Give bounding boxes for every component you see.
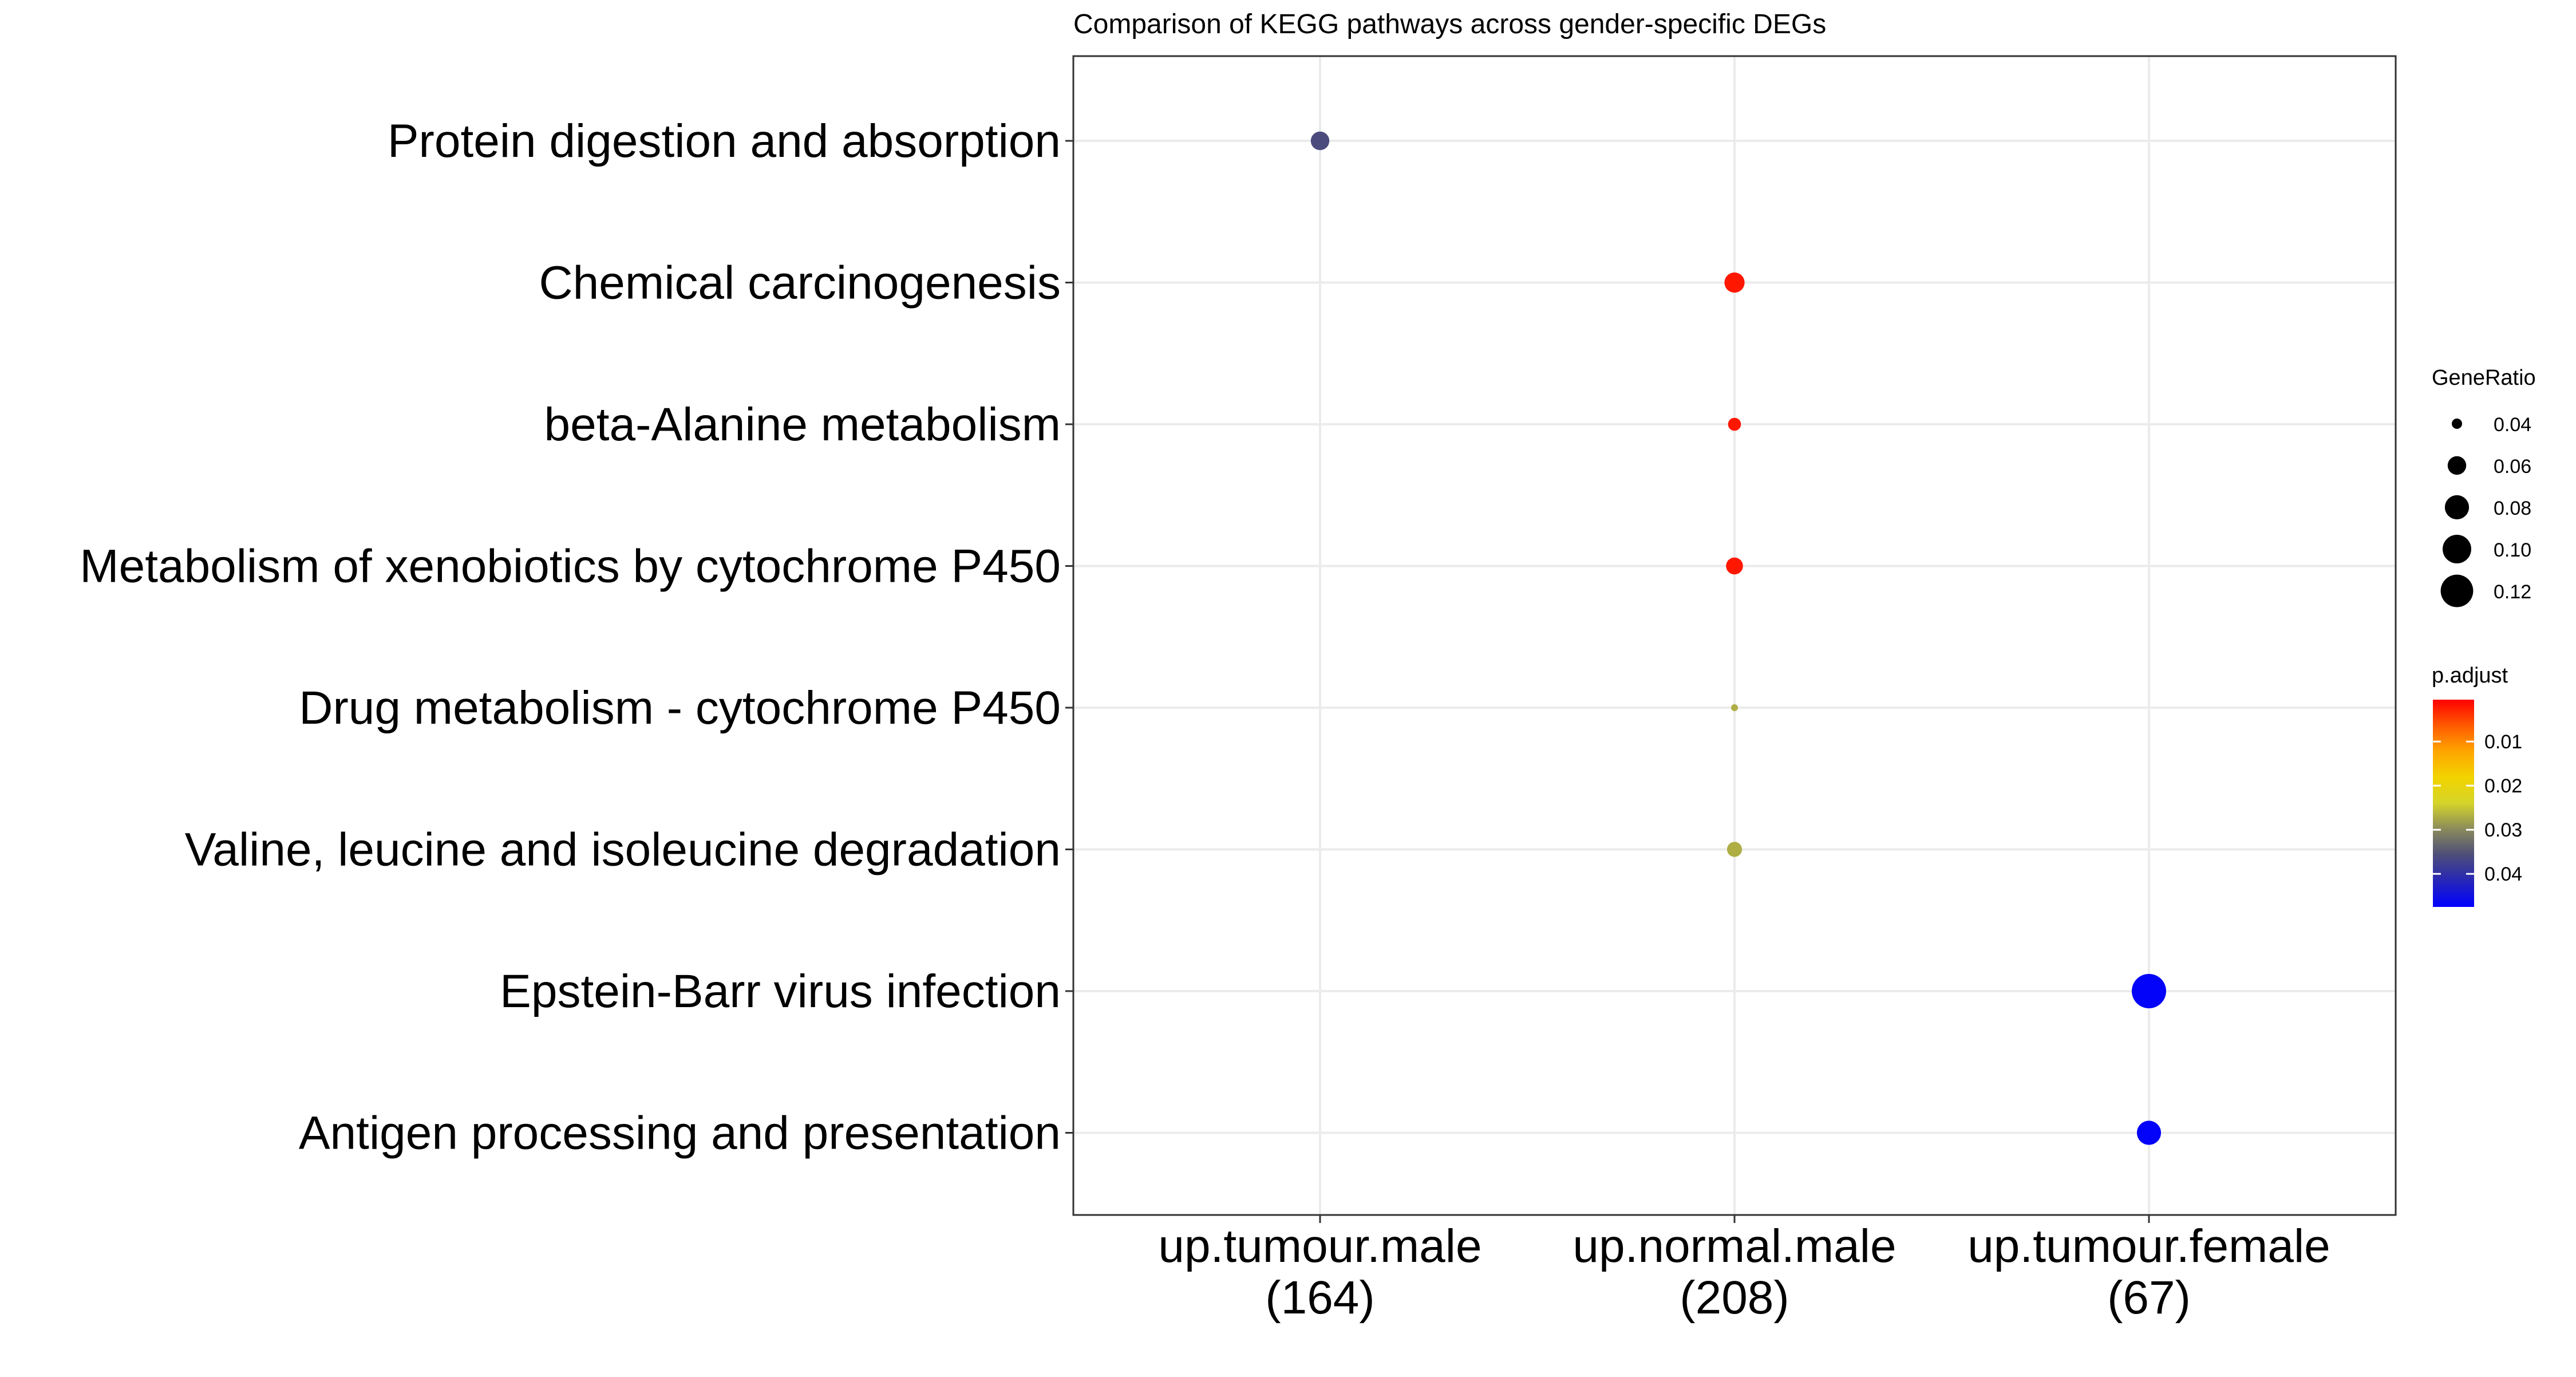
y-tick-label: Antigen processing and presentation [299,1107,1061,1159]
grid-layer [1073,56,2396,1215]
chart-title: Comparison of KEGG pathways across gende… [1073,9,1826,40]
data-point [2136,1120,2162,1145]
size-legend-label: 0.12 [2494,581,2531,603]
y-tick-label: Valine, leucine and isoleucine degradati… [185,824,1061,876]
data-point [1726,842,1743,857]
color-legend-label: 0.01 [2484,731,2522,753]
size-legend-title: GeneRatio [2432,366,2536,390]
legend: GeneRatio 0.040.060.080.100.12 p.adjust … [2432,366,2536,907]
size-legend-items: 0.04 0.06 0.08 0.10 0.12 [2440,414,2531,607]
y-tick-label: Epstein-Barr virus infection [500,965,1061,1017]
y-tick-label: Metabolism of xenobiotics by cytochrome … [80,540,1061,593]
x-axis: up.tumour.male(164) up.normal.male(208) up… [1158,1215,2330,1324]
points-layer [1310,131,2166,1145]
x-tick-label: up.tumour.male [1158,1220,1481,1272]
y-tick-label: Chemical carcinogenesis [539,257,1061,309]
size-legend-key [2443,535,2471,563]
x-tick-count: (208) [1680,1272,1789,1324]
y-axis: Protein digestion and absorption Chemical… [80,115,1073,1159]
size-legend-key [2452,419,2462,429]
size-legend-label: 0.10 [2494,539,2531,561]
color-legend-label: 0.03 [2484,819,2522,841]
color-legend-bar [2433,700,2474,907]
size-legend-label: 0.08 [2494,498,2531,519]
size-legend-key [2444,495,2470,520]
data-point [1728,417,1741,431]
data-point [1724,272,1745,293]
data-point [1310,131,1330,151]
x-tick-label: up.normal.male [1573,1220,1896,1272]
size-legend-key [2447,456,2467,475]
size-legend-label: 0.04 [2494,414,2531,436]
x-tick-count: (67) [2107,1272,2191,1324]
y-tick-label: Drug metabolism - cytochrome P450 [299,682,1061,734]
color-legend-items: 0.01 0.02 0.03 0.04 [2433,731,2522,885]
x-tick-label: up.tumour.female [1967,1220,2330,1272]
y-tick-label: Protein digestion and absorption [388,115,1061,167]
data-point [1726,557,1743,575]
color-legend-title: p.adjust [2432,664,2508,688]
color-legend-label: 0.04 [2484,863,2522,885]
data-point [2132,974,2166,1008]
size-legend-label: 0.06 [2494,456,2531,478]
y-tick-label: beta-Alanine metabolism [544,398,1061,451]
x-tick-count: (164) [1265,1272,1374,1324]
size-legend-key [2440,574,2474,607]
color-legend-label: 0.02 [2484,775,2522,797]
data-point [1731,704,1738,711]
